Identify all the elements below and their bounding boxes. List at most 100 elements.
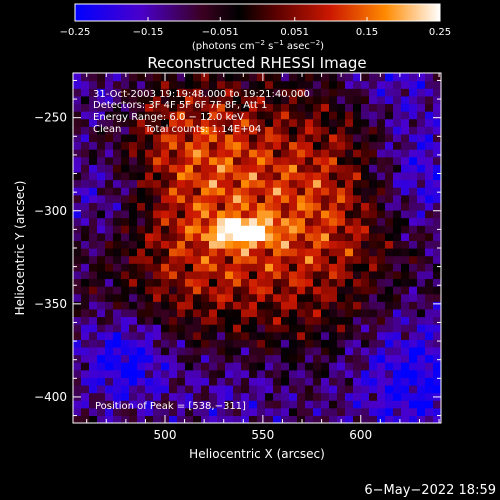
- heatmap-cell: [289, 415, 298, 423]
- heatmap-cell: [401, 126, 410, 135]
- heatmap-cell: [297, 400, 306, 409]
- heatmap-cell: [257, 263, 266, 272]
- heatmap-cell: [353, 171, 362, 181]
- heatmap-cell: [321, 354, 330, 363]
- heatmap-cell: [73, 293, 82, 302]
- heatmap-cell: [257, 141, 266, 150]
- heatmap-cell: [353, 133, 362, 143]
- heatmap-cell: [185, 270, 194, 280]
- heatmap-cell: [289, 202, 298, 211]
- heatmap-cell: [105, 88, 114, 97]
- heatmap-cell: [329, 384, 338, 394]
- heatmap-cell: [105, 194, 114, 203]
- heatmap-cell: [209, 133, 218, 143]
- heatmap-cell: [433, 88, 441, 97]
- heatmap-cell: [433, 194, 441, 203]
- heatmap-cell: [433, 126, 441, 135]
- heatmap-cell: [353, 263, 362, 272]
- heatmap-cell: [169, 324, 178, 333]
- heatmap-cell: [81, 278, 90, 287]
- heatmap-cell: [337, 156, 346, 165]
- heatmap-cell: [409, 362, 418, 371]
- heatmap-cell: [297, 209, 306, 219]
- heatmap-cell: [321, 263, 330, 272]
- heatmap-cell: [425, 141, 434, 150]
- heatmap-cell: [153, 392, 162, 401]
- heatmap-cell: [281, 308, 290, 318]
- heatmap-cell: [281, 95, 290, 105]
- heatmap-cell: [353, 202, 362, 211]
- heatmap-cell: [257, 407, 266, 416]
- heatmap-cell: [369, 225, 378, 234]
- heatmap-cell: [313, 88, 322, 97]
- heatmap-cell: [241, 377, 250, 386]
- heatmap-cell: [105, 156, 114, 165]
- heatmap-cell: [185, 164, 194, 173]
- heatmap-cell: [393, 248, 402, 257]
- heatmap-cell: [161, 407, 170, 416]
- heatmap-cell: [73, 316, 82, 325]
- heatmap-cell: [185, 187, 194, 196]
- heatmap-cell: [217, 240, 226, 249]
- heatmap-cell: [337, 225, 346, 234]
- heatmap-cell: [81, 141, 90, 150]
- heatmap-cell: [233, 270, 242, 280]
- heatmap-cell: [385, 73, 394, 82]
- y-tick-label: −400: [34, 390, 67, 404]
- heatmap-cell: [121, 346, 130, 356]
- heatmap-cell: [417, 149, 426, 158]
- heatmap-cell: [361, 80, 370, 89]
- heatmap-cell: [249, 88, 258, 97]
- heatmap-cell: [249, 194, 258, 203]
- heatmap-cell: [337, 133, 346, 143]
- heatmap-cell: [417, 156, 426, 165]
- heatmap-cell: [209, 240, 218, 249]
- heatmap-cell: [225, 80, 234, 89]
- heatmap-cell: [217, 263, 226, 272]
- heatmap-cell: [417, 73, 426, 82]
- heatmap-cell: [273, 331, 282, 340]
- heatmap-cell: [241, 209, 250, 219]
- heatmap-cell: [337, 270, 346, 280]
- heatmap-cell: [433, 324, 441, 333]
- heatmap-cell: [73, 324, 82, 333]
- heatmap-cell: [177, 384, 186, 394]
- heatmap-cell: [257, 331, 266, 340]
- heatmap-cell: [201, 248, 210, 257]
- heatmap-cell: [265, 293, 274, 302]
- heatmap-cell: [433, 164, 441, 173]
- heatmap-cell: [249, 293, 258, 302]
- heatmap-cell: [129, 263, 138, 272]
- heatmap-cell: [129, 240, 138, 249]
- heatmap-cell: [97, 111, 106, 120]
- heatmap-cell: [297, 133, 306, 143]
- heatmap-cell: [321, 73, 330, 82]
- heatmap-cell: [313, 217, 322, 226]
- heatmap-cell: [425, 354, 434, 363]
- heatmap-cell: [289, 286, 298, 295]
- heatmap-cell: [385, 362, 394, 371]
- heatmap-cell: [289, 73, 298, 82]
- heatmap-cell: [121, 217, 130, 226]
- heatmap-cell: [305, 377, 314, 386]
- heatmap-cell: [433, 95, 441, 105]
- heatmap-cell: [129, 278, 138, 287]
- heatmap-cell: [305, 400, 314, 409]
- heatmap-cell: [73, 111, 82, 120]
- heatmap-cell: [417, 171, 426, 181]
- heatmap-cell: [89, 255, 98, 264]
- heatmap-cell: [361, 308, 370, 318]
- heatmap-cell: [265, 232, 274, 241]
- heatmap-cell: [97, 118, 106, 127]
- heatmap-cell: [89, 103, 98, 112]
- heatmap-cell: [257, 240, 266, 249]
- heatmap-cell: [417, 209, 426, 219]
- heatmap-cell: [97, 346, 106, 356]
- heatmap-cell: [249, 255, 258, 264]
- heatmap-cell: [153, 126, 162, 135]
- heatmap-cell: [225, 354, 234, 363]
- heatmap-cell: [217, 171, 226, 181]
- heatmap-cell: [321, 384, 330, 394]
- heatmap-cell: [313, 331, 322, 340]
- heatmap-cell: [177, 171, 186, 181]
